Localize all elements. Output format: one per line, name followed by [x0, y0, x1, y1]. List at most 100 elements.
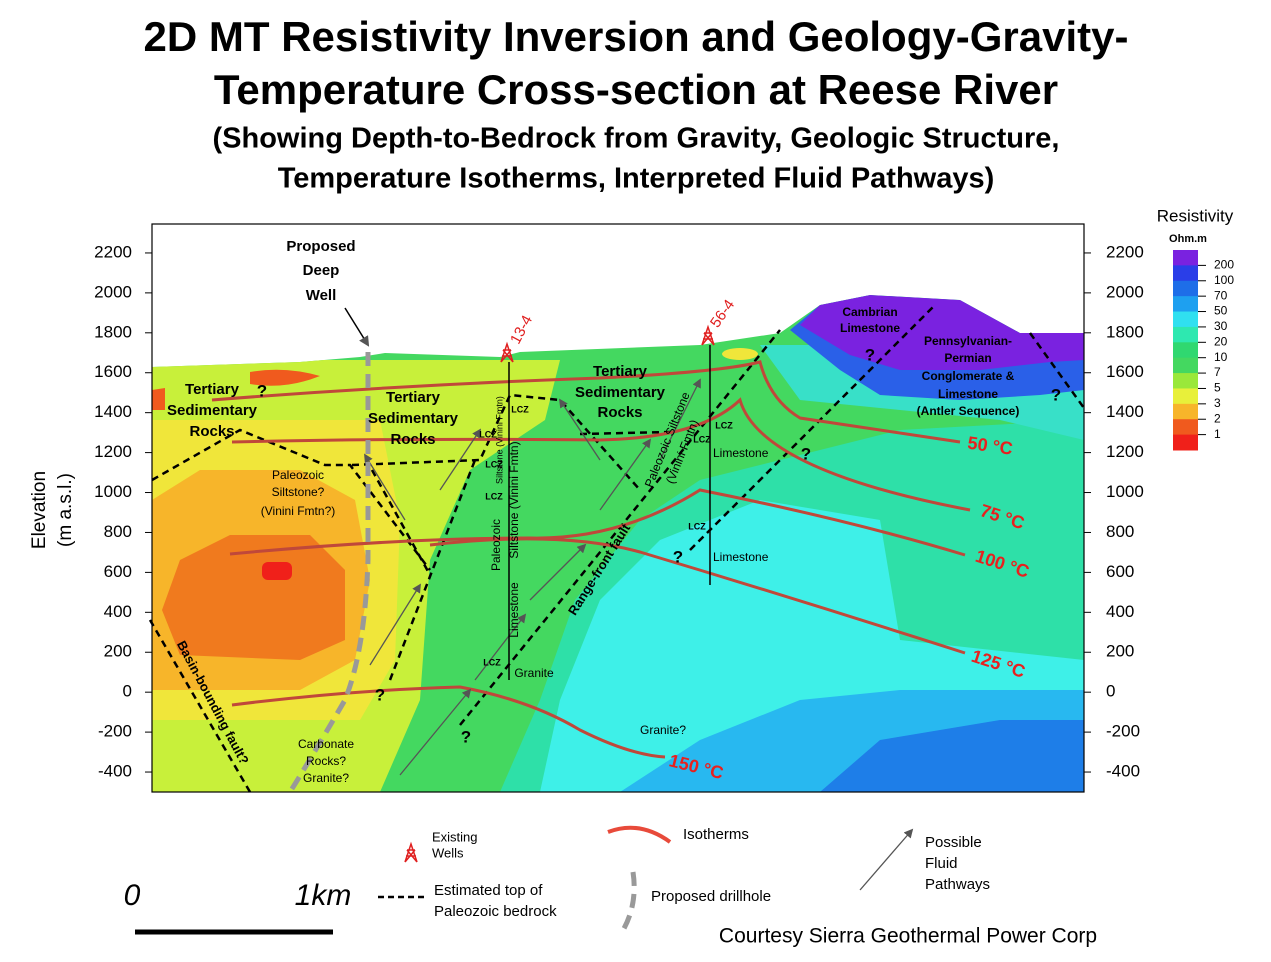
proposed-drillhole	[287, 352, 371, 794]
unit-label: Sedimentary	[575, 384, 666, 401]
bedrock-top	[151, 428, 431, 571]
unit-label: Carbonate	[298, 737, 354, 751]
pointer-arrow	[344, 307, 370, 347]
legend-label: Possible	[925, 834, 982, 851]
y-tick-label: 0	[123, 682, 132, 701]
subtitle: (Showing Depth-to-Bedrock from Gravity, …	[213, 123, 1060, 155]
question-mark: ?	[801, 444, 811, 463]
y-tick-label: 1800	[94, 322, 132, 341]
fluid-pathway	[529, 543, 587, 601]
zone-red-left	[152, 388, 165, 410]
colorbar-swatch	[1173, 280, 1198, 297]
colorbar-tick-label: 100	[1214, 273, 1234, 287]
unit-label: Granite?	[640, 723, 686, 737]
colorbar-tick-label: 5	[1214, 381, 1221, 395]
fluid-pathway	[599, 438, 652, 511]
legend-label: Paleozoic bedrock	[434, 903, 557, 920]
well-icon	[500, 341, 514, 363]
fluid-pathway	[558, 398, 601, 461]
legend-label: Proposed drillhole	[651, 888, 771, 905]
y-tick-label-right: 1400	[1106, 402, 1144, 421]
colorbar-swatch	[1173, 296, 1198, 313]
y-tick-label-right: -400	[1106, 762, 1140, 781]
fault-line	[148, 619, 252, 793]
colorbar-swatch	[1173, 311, 1198, 328]
unit-label: (Vinini Fmtn?)	[261, 504, 335, 518]
axis-label: Elevation	[29, 471, 50, 549]
fluid-pathway	[399, 688, 472, 776]
unit-label: Limestone	[507, 582, 521, 638]
unit-label: Limestone	[840, 321, 900, 335]
colorbar-tick-label: 3	[1214, 396, 1221, 410]
colorbar-swatch	[1173, 434, 1198, 451]
lcz-label: LCZ	[688, 521, 706, 531]
proposed-well-label: Proposed	[286, 238, 355, 255]
unit-label: Limestone	[713, 550, 769, 564]
colorbar-unit: Ohm.m	[1169, 233, 1207, 245]
y-tick-label-right: 1800	[1106, 322, 1144, 341]
unit-label: Tertiary	[593, 363, 648, 380]
legend-label: Fluid	[925, 855, 958, 872]
y-tick-label: 1000	[94, 482, 132, 501]
proposed-well-label: Well	[306, 287, 337, 304]
y-tick-label-right: 200	[1106, 642, 1134, 661]
colorbar-tick-label: 30	[1214, 319, 1228, 333]
y-tick-label: 800	[104, 522, 132, 541]
y-tick-label-right: 600	[1106, 562, 1134, 581]
unit-label: (Antler Sequence)	[917, 404, 1020, 418]
y-tick-label: 2200	[94, 242, 132, 261]
legend-label: Isotherms	[683, 826, 749, 843]
y-tick-label-right: 1000	[1106, 482, 1144, 501]
question-mark: ?	[461, 727, 471, 746]
colorbar-tick-label: 50	[1214, 304, 1228, 318]
scale-label: 0	[124, 879, 141, 912]
y-tick-label-right: 0	[1106, 682, 1115, 701]
unit-label: Granite?	[303, 771, 349, 785]
y-tick-label: 400	[104, 602, 132, 621]
y-tick-label: 2000	[94, 282, 132, 301]
fluid-pathway	[439, 428, 482, 491]
fluid-pathway	[369, 583, 421, 666]
unit-label: Rocks	[189, 423, 234, 440]
unit-label: Permian	[944, 351, 991, 365]
unit-label: Tertiary	[386, 389, 441, 406]
y-tick-label-right: -200	[1106, 722, 1140, 741]
y-tick-label: -200	[98, 722, 132, 741]
legend-label: Pathways	[925, 876, 990, 893]
unit-label: Rocks?	[306, 754, 346, 768]
isotherm-line	[211, 360, 961, 444]
unit-label: Conglomerate &	[922, 369, 1015, 383]
lcz-label: LCZ	[693, 434, 711, 444]
lcz-label: LCZ	[485, 459, 503, 469]
isotherm-line	[229, 488, 966, 557]
colorbar-title: Resistivity	[1157, 206, 1234, 225]
unit-label: Siltstone (Vinini Fmtn)	[494, 396, 504, 484]
unit-label: Siltstone?	[272, 485, 325, 499]
y-tick-label: -400	[98, 762, 132, 781]
colorbar-tick-label: 7	[1214, 365, 1221, 379]
unit-label: Paleozoic	[489, 519, 503, 571]
colorbar-swatch	[1173, 357, 1198, 374]
isotherm-line	[429, 537, 966, 655]
fault-line	[388, 459, 477, 681]
question-mark: ?	[1051, 385, 1061, 404]
y-tick-label-right: 400	[1106, 602, 1134, 621]
unit-label: Granite	[514, 666, 554, 680]
zone-red	[262, 562, 292, 580]
unit-label: Sedimentary	[167, 402, 258, 419]
colorbar-swatch	[1173, 388, 1198, 405]
legend-pathway	[859, 828, 914, 891]
colorbar-tick-label: 10	[1214, 350, 1228, 364]
colorbar-swatch	[1173, 403, 1198, 420]
credit: Courtesy Sierra Geothermal Power Corp	[719, 925, 1097, 948]
unit-label: Pennsylvanian-	[924, 334, 1012, 348]
legend-isotherm	[607, 825, 672, 844]
unit-label: Limestone	[713, 446, 769, 460]
unit-label: Rocks	[390, 431, 435, 448]
y-tick-label: 600	[104, 562, 132, 581]
colorbar-swatch	[1173, 265, 1198, 282]
zone-purple	[800, 295, 1084, 370]
zone-yellow-top	[722, 348, 758, 360]
legend-label: Existing	[432, 829, 478, 844]
